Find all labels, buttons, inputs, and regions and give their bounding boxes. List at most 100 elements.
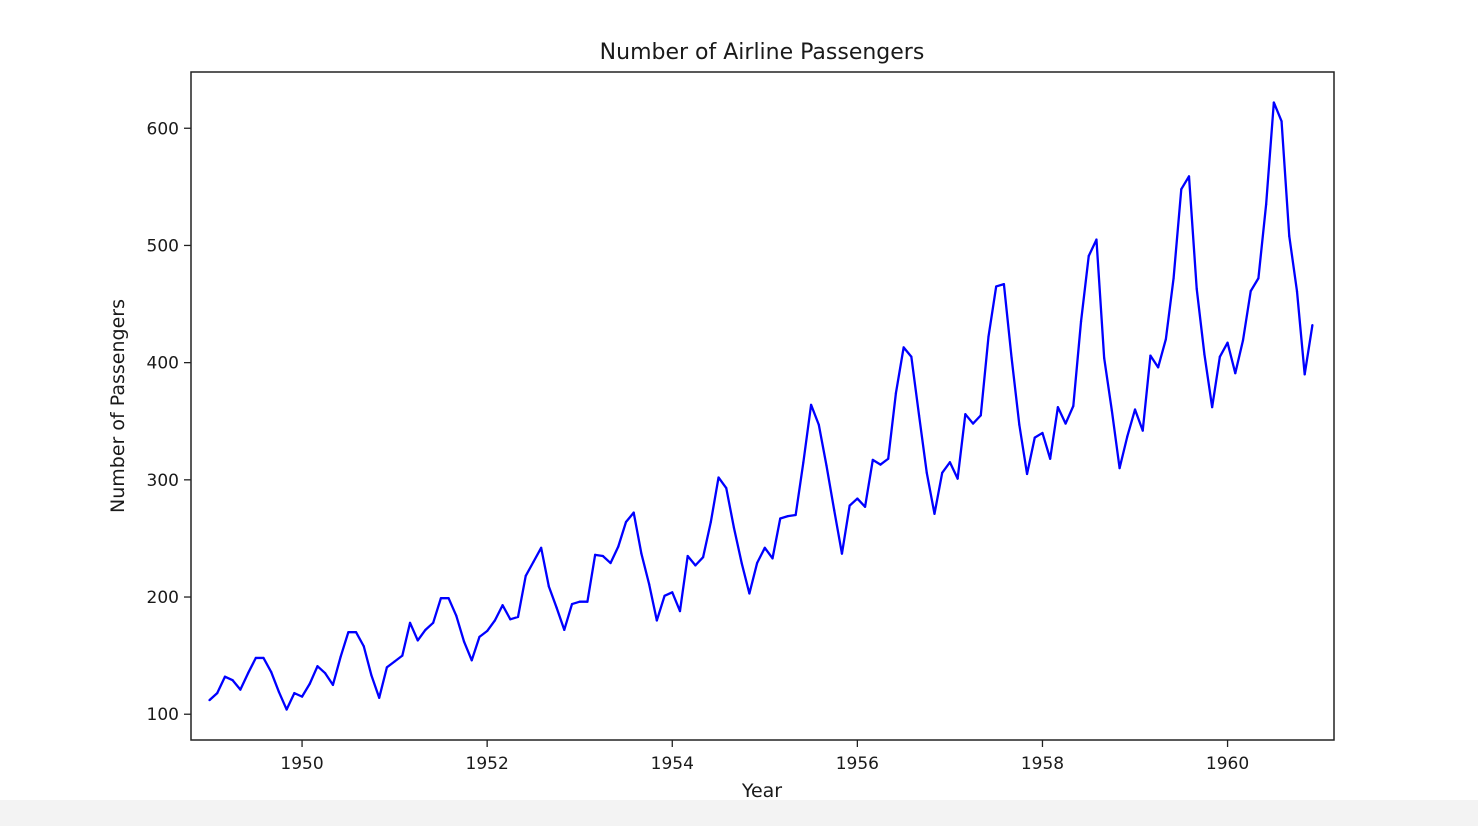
data-point: [964, 413, 967, 416]
data-point: [863, 505, 867, 508]
data-point: [748, 592, 751, 595]
data-point: [432, 621, 435, 624]
data-point: [231, 679, 234, 682]
data-point: [756, 561, 759, 565]
data-point: [1241, 339, 1245, 342]
data-point: [408, 621, 412, 624]
data-point: [1311, 324, 1314, 327]
data-point: [478, 635, 481, 638]
data-point: [439, 597, 442, 600]
data-point: [732, 526, 736, 529]
data-point: [1018, 423, 1021, 426]
data-point: [1087, 254, 1090, 258]
data-point: [563, 628, 566, 631]
data-point: [1056, 406, 1059, 409]
data-point: [1280, 120, 1283, 123]
x-tick-label: 1954: [651, 754, 694, 774]
data-point: [1295, 290, 1299, 293]
data-point: [617, 545, 620, 548]
data-point: [1010, 356, 1013, 360]
passengers-points: [208, 101, 1314, 711]
data-point: [840, 552, 844, 555]
data-point: [1103, 356, 1106, 360]
data-point: [447, 597, 450, 600]
data-point: [1118, 467, 1121, 470]
data-point: [925, 471, 928, 474]
data-point: [1041, 431, 1044, 435]
data-point: [509, 618, 512, 621]
data-point: [1133, 408, 1137, 411]
data-point: [871, 458, 874, 462]
data-point: [547, 585, 550, 588]
data-point: [709, 520, 712, 524]
data-point: [678, 609, 682, 613]
data-point: [725, 486, 728, 490]
data-point: [1187, 175, 1191, 178]
data-point: [570, 602, 574, 606]
data-point: [601, 554, 604, 558]
x-tick-label: 1952: [466, 754, 509, 774]
data-point: [763, 546, 766, 549]
data-point: [624, 520, 628, 524]
line-chart: Number of Airline Passengers 1950 1952 195…: [107, 40, 1335, 802]
data-point: [1072, 404, 1075, 408]
y-axis: 100 200 300 400 500 600: [147, 119, 191, 725]
data-point: [702, 556, 705, 559]
data-point: [246, 672, 250, 675]
data-point: [1226, 341, 1229, 344]
data-point: [223, 675, 227, 678]
data-point: [902, 346, 905, 349]
data-point: [917, 414, 921, 417]
data-point: [594, 553, 597, 556]
data-point: [270, 670, 273, 674]
data-point: [300, 695, 304, 698]
data-point: [462, 640, 466, 643]
data-point: [717, 476, 720, 479]
y-tick-label: 200: [147, 588, 179, 608]
x-tick-label: 1956: [836, 754, 879, 774]
data-point: [316, 665, 319, 668]
data-point: [879, 463, 882, 466]
data-point: [786, 515, 790, 518]
data-point: [1249, 290, 1252, 293]
data-point: [809, 403, 813, 406]
data-point: [1180, 188, 1183, 191]
data-point: [686, 554, 689, 558]
data-point: [987, 335, 990, 338]
data-point: [1265, 203, 1268, 206]
data-point: [578, 600, 581, 603]
data-point: [1234, 372, 1237, 375]
data-point: [1203, 353, 1206, 356]
data-point: [385, 666, 388, 669]
data-point: [971, 422, 975, 425]
data-point: [486, 629, 489, 633]
data-point: [1141, 429, 1144, 432]
data-point: [856, 497, 859, 500]
data-point: [632, 511, 635, 514]
data-point: [894, 392, 898, 395]
data-point: [362, 645, 365, 648]
data-point: [671, 591, 674, 594]
data-point: [1095, 238, 1098, 241]
data-point: [516, 615, 520, 619]
y-tick-label: 600: [147, 119, 179, 139]
y-tick-label: 100: [147, 705, 179, 725]
data-point: [1149, 354, 1152, 357]
data-point: [308, 682, 311, 685]
data-point: [416, 639, 419, 642]
x-tick-label: 1958: [1021, 754, 1064, 774]
chart-title: Number of Airline Passengers: [600, 40, 925, 65]
data-point: [887, 457, 890, 460]
y-tick-label: 300: [147, 471, 179, 491]
data-point: [640, 552, 643, 555]
data-point: [833, 509, 836, 512]
x-tick-label: 1950: [280, 754, 323, 774]
data-point: [941, 471, 944, 474]
data-point: [470, 659, 473, 662]
data-point: [324, 672, 327, 675]
data-point: [339, 655, 342, 658]
data-point: [501, 604, 504, 607]
data-point: [262, 656, 265, 660]
x-axis: 1950 1952 1954 1956 1958 1960: [280, 740, 1249, 774]
data-point: [524, 574, 527, 578]
